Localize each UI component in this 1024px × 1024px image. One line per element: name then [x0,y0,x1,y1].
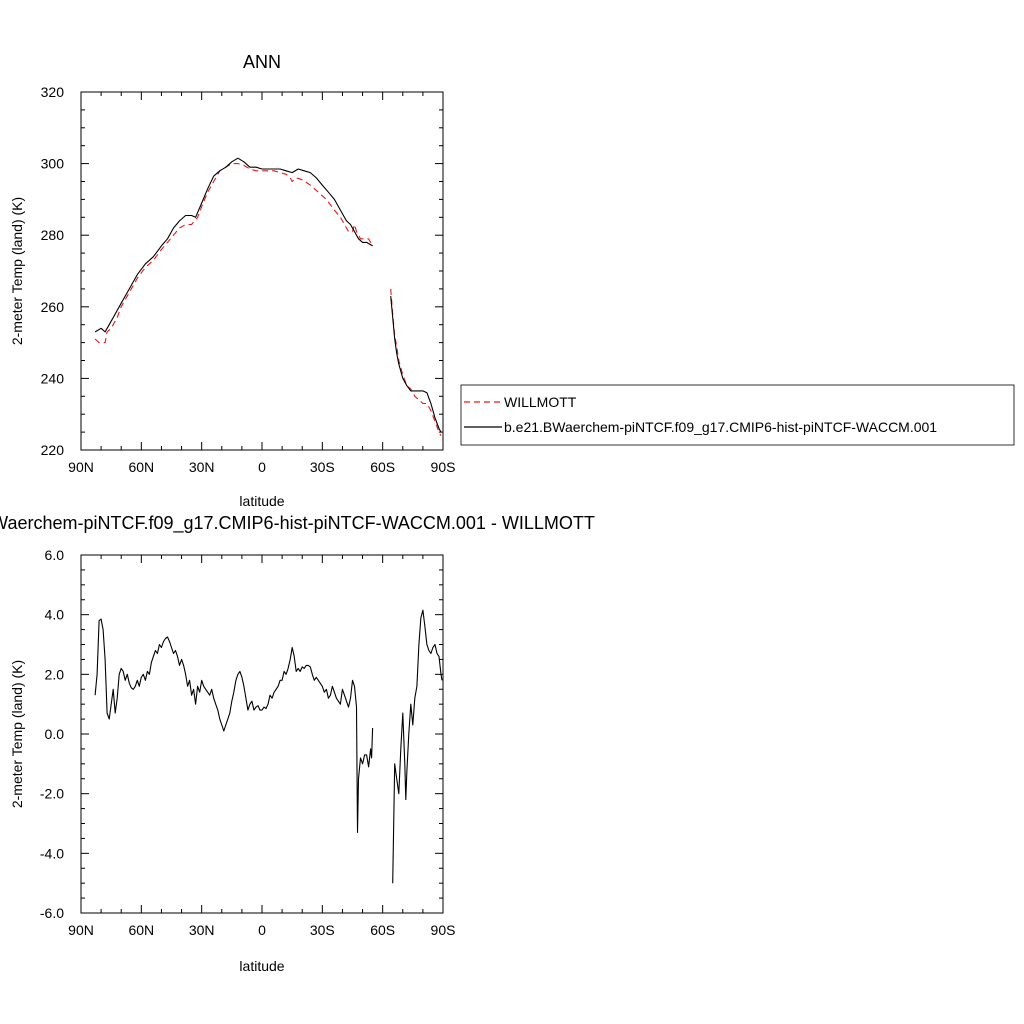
bottom-x-axis-title: latitude [239,958,284,974]
bottom-panel: b.e21.BWaerchem-piNTCF.f09_g17.CMIP6-his… [0,513,595,974]
y-tick-label: 260 [41,299,65,315]
top-plot-area: 90N 60N 30N 0 30S 60S 90S 220 240 260 280 300 320 [41,84,456,475]
legend-label-model: b.e21.BWaerchem-piNTCF.f09_g17.CMIP6-his… [504,419,937,435]
series-line-0-segment-1 [390,288,442,436]
x-tick-label: 90N [68,922,94,938]
plot-frame [80,91,444,451]
series-line-0-segment-0 [94,618,374,834]
bottom-chart-title: b.e21.BWaerchem-piNTCF.f09_g17.CMIP6-his… [0,513,595,534]
y-tick-label: 2.0 [45,666,65,682]
x-tick-label: 60N [128,922,154,938]
x-tick-label: 30N [189,922,215,938]
y-tick-label: 300 [41,156,65,172]
bottom-y-axis-title: 2-meter Temp (land) (K) [9,660,25,808]
top-panel: ANN 90N 60N 30N 0 30S 60S 90S 220 240 260 280 300 32… [9,52,455,509]
x-tick-label: 0 [258,922,266,938]
top-chart-title: ANN [243,52,281,72]
y-tick-label: -2.0 [40,786,64,802]
x-tick-label: 30S [310,922,335,938]
series-line-1-segment-0 [94,157,373,333]
plot-frame [80,554,444,914]
y-tick-label: 240 [41,370,65,386]
y-tick-label: -4.0 [40,845,64,861]
y-tick-label: 220 [41,442,65,458]
x-tick-label: 90N [68,459,94,475]
y-tick-label: 0.0 [45,726,65,742]
top-y-axis-title: 2-meter Temp (land) (K) [9,197,25,345]
series-line-0-segment-1 [392,609,443,884]
x-tick-label: 60S [370,459,395,475]
y-tick-label: -6.0 [40,905,64,921]
y-tick-label: 320 [41,84,65,100]
y-tick-label: 6.0 [45,547,65,563]
x-tick-label: 90S [431,922,456,938]
legend-label-willmott: WILLMOTT [504,394,577,410]
legend: WILLMOTT b.e21.BWaerchem-piNTCF.f09_g17.… [460,384,1015,446]
x-tick-label: 90S [431,459,456,475]
x-tick-label: 30N [189,459,215,475]
x-tick-label: 60S [370,922,395,938]
series-line-0-segment-0 [94,163,374,344]
top-x-axis-title: latitude [239,493,284,509]
bottom-plot-area: 90N 60N 30N 0 30S 60S 90S -6.0 -4.0 -2.0 0.0 2.0 4.0… [40,547,456,938]
x-tick-label: 0 [258,459,266,475]
legend-box [460,384,1015,446]
y-tick-label: 4.0 [45,607,65,623]
x-tick-label: 60N [128,459,154,475]
series-line-1-segment-1 [390,296,442,433]
x-tick-label: 30S [310,459,335,475]
y-tick-label: 280 [41,227,65,243]
